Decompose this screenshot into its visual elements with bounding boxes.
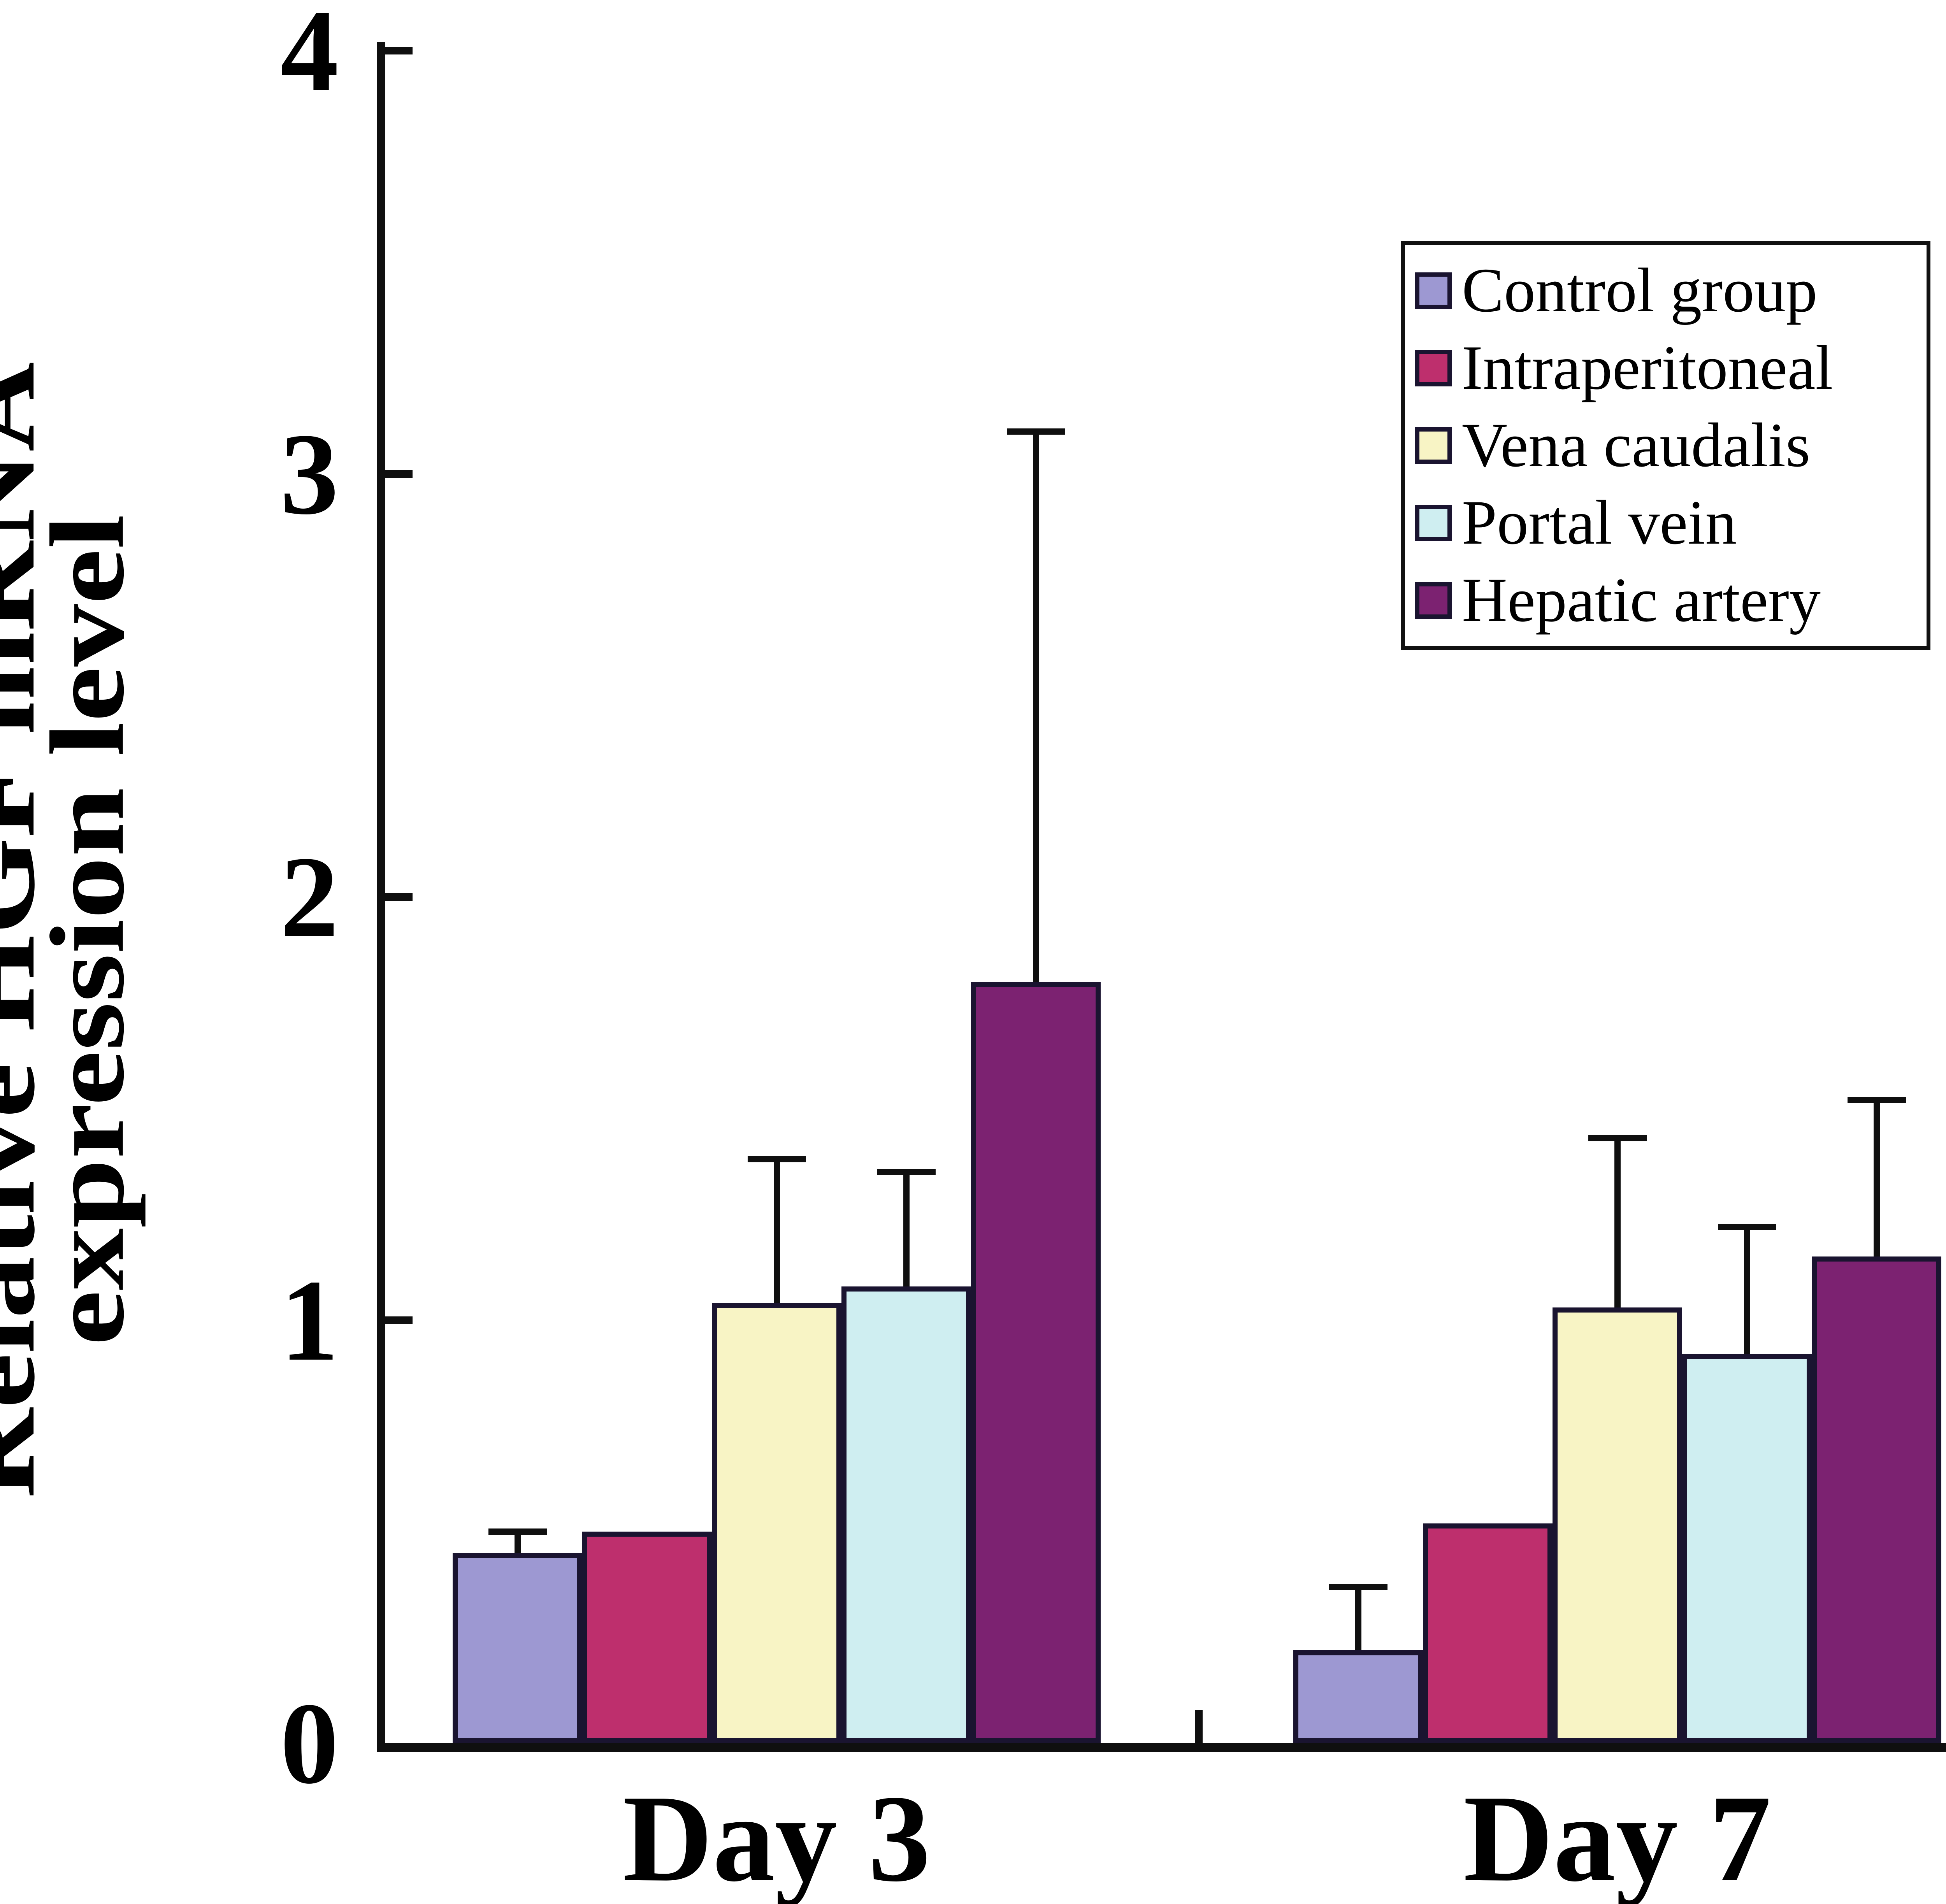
y-tick-label-3: 3 <box>280 409 339 539</box>
error-bar-portal-vein-day-3 <box>903 1172 910 1286</box>
legend-swatch-hepatic-artery <box>1415 582 1452 619</box>
y-tick-label-0: 0 <box>280 1679 339 1808</box>
legend-item-hepatic-artery: Hepatic artery <box>1415 565 1916 635</box>
error-bar-cap-control-group-day-3 <box>488 1528 547 1535</box>
legend-item-intraperitoneal: Intraperitoneal <box>1415 333 1916 403</box>
y-tick-1 <box>385 1316 413 1324</box>
bar-intraperitoneal-day-3 <box>582 1532 712 1743</box>
group-label-day-3: Day 3 <box>622 1770 931 1904</box>
error-bar-hepatic-artery-day-3 <box>1033 431 1039 982</box>
y-tick-2 <box>385 893 413 901</box>
bar-intraperitoneal-day-7 <box>1423 1523 1553 1743</box>
error-bar-control-group-day-3 <box>514 1532 521 1553</box>
bar-hepatic-artery-day-3 <box>971 981 1101 1743</box>
x-axis-line <box>377 1743 1946 1752</box>
bar-control-group-day-7 <box>1293 1650 1423 1743</box>
error-bar-control-group-day-7 <box>1355 1586 1361 1650</box>
error-bar-vena-caudalis-day-3 <box>773 1159 780 1303</box>
y-tick-label-1: 1 <box>280 1255 339 1385</box>
y-tick-3 <box>385 470 413 478</box>
legend-label-vena-caudalis: Vena caudalis <box>1462 411 1811 480</box>
legend-item-portal-vein: Portal vein <box>1415 488 1916 558</box>
y-tick-label-4: 4 <box>280 0 339 115</box>
error-bar-cap-portal-vein-day-7 <box>1718 1224 1776 1230</box>
bar-control-group-day-3 <box>453 1553 582 1743</box>
y-axis-line <box>377 42 385 1752</box>
legend-swatch-vena-caudalis <box>1415 427 1452 464</box>
bar-vena-caudalis-day-3 <box>712 1303 841 1743</box>
bar-vena-caudalis-day-7 <box>1553 1307 1682 1743</box>
legend-swatch-control-group <box>1415 272 1452 309</box>
legend-item-control-group: Control group <box>1415 256 1916 326</box>
error-bar-cap-hepatic-artery-day-7 <box>1847 1097 1906 1103</box>
bar-hepatic-artery-day-7 <box>1812 1256 1941 1743</box>
legend: Control group Intraperitoneal Vena caudali… <box>1401 241 1930 650</box>
bar-portal-vein-day-7 <box>1682 1354 1812 1743</box>
error-bar-cap-vena-caudalis-day-3 <box>747 1156 806 1163</box>
legend-item-vena-caudalis: Vena caudalis <box>1415 411 1916 481</box>
error-bar-portal-vein-day-7 <box>1744 1227 1750 1354</box>
legend-label-hepatic-artery: Hepatic artery <box>1462 565 1821 635</box>
error-bar-hepatic-artery-day-7 <box>1873 1100 1880 1257</box>
error-bar-cap-hepatic-artery-day-3 <box>1006 428 1065 435</box>
error-bar-cap-vena-caudalis-day-7 <box>1588 1135 1647 1141</box>
legend-swatch-portal-vein <box>1415 505 1452 541</box>
error-bar-cap-control-group-day-7 <box>1329 1583 1387 1590</box>
legend-label-intraperitoneal: Intraperitoneal <box>1462 333 1833 403</box>
error-bar-vena-caudalis-day-7 <box>1614 1138 1621 1307</box>
x-tick-0 <box>1195 1710 1203 1743</box>
bar-portal-vein-day-3 <box>841 1286 971 1743</box>
legend-swatch-intraperitoneal <box>1415 350 1452 386</box>
legend-label-control-group: Control group <box>1462 256 1818 325</box>
group-label-day-7: Day 7 <box>1463 1770 1772 1904</box>
legend-label-portal-vein: Portal vein <box>1462 488 1737 558</box>
error-bar-cap-portal-vein-day-3 <box>877 1169 936 1175</box>
y-tick-4 <box>385 47 413 54</box>
y-tick-label-2: 2 <box>280 832 339 962</box>
